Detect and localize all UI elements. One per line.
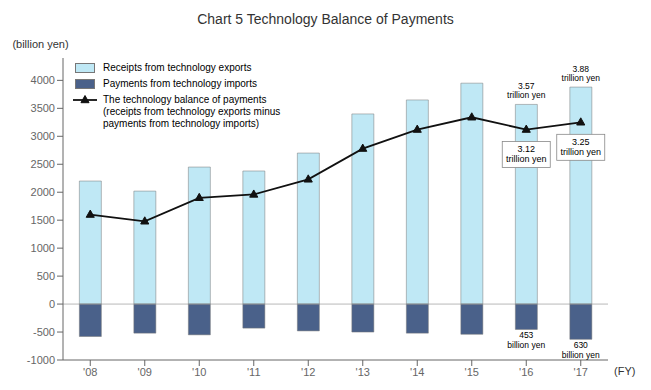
svg-text:2000: 2000 — [31, 186, 55, 198]
svg-text:'17: '17 — [574, 366, 588, 378]
html-text:Chart 5 Technology Balance of: Chart 5 Technology Balance of Payments — [197, 11, 454, 27]
svg-text:630billion yen: 630billion yen — [562, 340, 600, 360]
svg-text:'13: '13 — [356, 366, 370, 378]
svg-text:'08: '08 — [83, 366, 97, 378]
svg-text:(FY): (FY) — [614, 365, 635, 377]
svg-text:'09: '09 — [138, 366, 152, 378]
svg-text:'14: '14 — [410, 366, 424, 378]
svg-text:1500: 1500 — [31, 214, 55, 226]
svg-text:'15: '15 — [465, 366, 479, 378]
svg-text:3000: 3000 — [31, 130, 55, 142]
svg-text:1000: 1000 — [31, 242, 55, 254]
html-text:Receipts from technology expor: Receipts from technology exports — [103, 62, 252, 73]
svg-text:'10: '10 — [192, 366, 206, 378]
html-text:Payments from technology impor: Payments from technology imports — [103, 78, 257, 89]
svg-text:'11: '11 — [247, 366, 261, 378]
svg-text:3.57trillion yen: 3.57trillion yen — [507, 81, 546, 101]
svg-text:3500: 3500 — [31, 102, 55, 114]
svg-text:453billion yen: 453billion yen — [507, 330, 545, 350]
svg-text:3.12trillion yen: 3.12trillion yen — [506, 144, 547, 164]
svg-text:'12: '12 — [301, 366, 315, 378]
svg-text:0: 0 — [49, 298, 55, 310]
svg-text:3.88trillion yen: 3.88trillion yen — [562, 64, 601, 84]
svg-text:500: 500 — [37, 270, 55, 282]
svg-text:-1000: -1000 — [27, 354, 55, 366]
svg-text:3.25trillion yen: 3.25trillion yen — [560, 137, 601, 157]
svg-text:'16: '16 — [519, 366, 533, 378]
svg-text:-500: -500 — [33, 326, 55, 338]
svg-text:2500: 2500 — [31, 158, 55, 170]
html-text:The technology balance of paym: The technology balance of payments (rece… — [103, 94, 281, 129]
svg-text:4000: 4000 — [31, 74, 55, 86]
svg-text:(billion yen): (billion yen) — [12, 38, 68, 50]
